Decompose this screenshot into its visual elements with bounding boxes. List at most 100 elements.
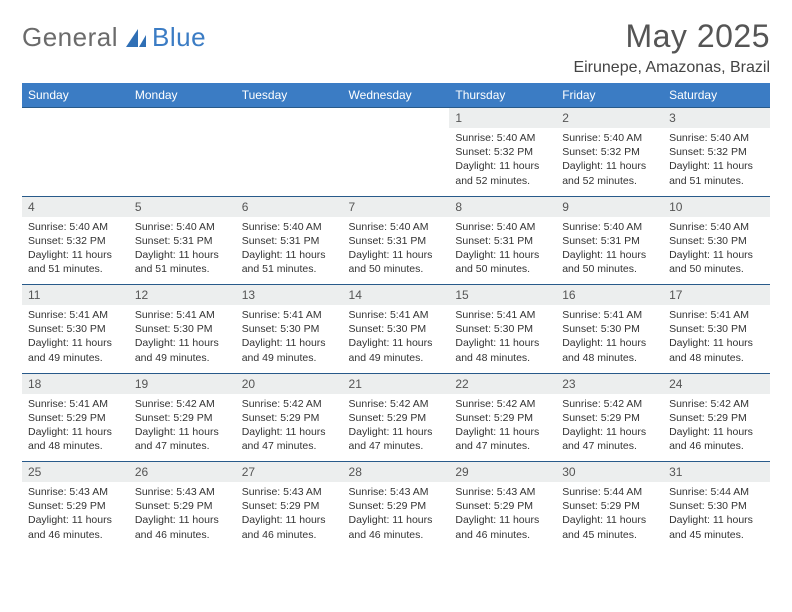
daylight-text: Daylight: 11 hours and 49 minutes. bbox=[242, 336, 337, 364]
day-details-cell: Sunrise: 5:41 AMSunset: 5:29 PMDaylight:… bbox=[22, 394, 129, 462]
daylight-text: Daylight: 11 hours and 50 minutes. bbox=[455, 248, 550, 276]
day-details-cell: Sunrise: 5:42 AMSunset: 5:29 PMDaylight:… bbox=[343, 394, 450, 462]
sunrise-text: Sunrise: 5:40 AM bbox=[349, 220, 444, 234]
day-number-cell: 12 bbox=[129, 285, 236, 306]
sunrise-text: Sunrise: 5:41 AM bbox=[455, 308, 550, 322]
day-number: 5 bbox=[135, 200, 142, 214]
sunrise-text: Sunrise: 5:42 AM bbox=[669, 397, 764, 411]
daylight-text: Daylight: 11 hours and 50 minutes. bbox=[562, 248, 657, 276]
sunrise-text: Sunrise: 5:40 AM bbox=[242, 220, 337, 234]
sunset-text: Sunset: 5:29 PM bbox=[28, 411, 123, 425]
day-number-cell: 30 bbox=[556, 462, 663, 483]
day-number-cell: 9 bbox=[556, 196, 663, 217]
sunrise-text: Sunrise: 5:40 AM bbox=[562, 220, 657, 234]
daynum-row: 123 bbox=[22, 108, 770, 129]
sunset-text: Sunset: 5:30 PM bbox=[349, 322, 444, 336]
day-number: 25 bbox=[28, 465, 41, 479]
daylight-text: Daylight: 11 hours and 49 minutes. bbox=[28, 336, 123, 364]
day-number: 11 bbox=[28, 288, 40, 302]
day-details-cell: Sunrise: 5:40 AMSunset: 5:30 PMDaylight:… bbox=[663, 217, 770, 285]
daylight-text: Daylight: 11 hours and 48 minutes. bbox=[455, 336, 550, 364]
day-number: 27 bbox=[242, 465, 255, 479]
brand-logo: General Blue bbox=[22, 18, 206, 53]
day-number-cell bbox=[22, 108, 129, 129]
day-number-cell: 6 bbox=[236, 196, 343, 217]
sunrise-text: Sunrise: 5:41 AM bbox=[135, 308, 230, 322]
day-number: 31 bbox=[669, 465, 682, 479]
day-number-cell: 5 bbox=[129, 196, 236, 217]
daylight-text: Daylight: 11 hours and 51 minutes. bbox=[242, 248, 337, 276]
weekday-header-row: Sunday Monday Tuesday Wednesday Thursday… bbox=[22, 83, 770, 108]
day-number: 17 bbox=[669, 288, 682, 302]
sunset-text: Sunset: 5:30 PM bbox=[562, 322, 657, 336]
day-number-cell: 25 bbox=[22, 462, 129, 483]
day-number: 12 bbox=[135, 288, 148, 302]
daylight-text: Daylight: 11 hours and 48 minutes. bbox=[28, 425, 123, 453]
sunset-text: Sunset: 5:29 PM bbox=[562, 499, 657, 513]
sunset-text: Sunset: 5:30 PM bbox=[135, 322, 230, 336]
weekday-header: Wednesday bbox=[343, 83, 450, 108]
sunrise-text: Sunrise: 5:43 AM bbox=[349, 485, 444, 499]
day-details-cell: Sunrise: 5:43 AMSunset: 5:29 PMDaylight:… bbox=[343, 482, 450, 550]
sunset-text: Sunset: 5:31 PM bbox=[455, 234, 550, 248]
daylight-text: Daylight: 11 hours and 48 minutes. bbox=[669, 336, 764, 364]
day-details-cell: Sunrise: 5:42 AMSunset: 5:29 PMDaylight:… bbox=[449, 394, 556, 462]
daylight-text: Daylight: 11 hours and 50 minutes. bbox=[669, 248, 764, 276]
sunset-text: Sunset: 5:29 PM bbox=[562, 411, 657, 425]
day-number: 28 bbox=[349, 465, 362, 479]
day-details-cell bbox=[22, 128, 129, 196]
sunset-text: Sunset: 5:32 PM bbox=[669, 145, 764, 159]
sunset-text: Sunset: 5:30 PM bbox=[669, 499, 764, 513]
sunrise-text: Sunrise: 5:40 AM bbox=[455, 220, 550, 234]
day-number-cell: 1 bbox=[449, 108, 556, 129]
day-number-cell: 11 bbox=[22, 285, 129, 306]
day-details-cell: Sunrise: 5:44 AMSunset: 5:29 PMDaylight:… bbox=[556, 482, 663, 550]
sunset-text: Sunset: 5:29 PM bbox=[349, 499, 444, 513]
sunrise-text: Sunrise: 5:42 AM bbox=[562, 397, 657, 411]
day-number: 9 bbox=[562, 200, 569, 214]
sunrise-text: Sunrise: 5:41 AM bbox=[669, 308, 764, 322]
day-details-cell: Sunrise: 5:43 AMSunset: 5:29 PMDaylight:… bbox=[22, 482, 129, 550]
daylight-text: Daylight: 11 hours and 46 minutes. bbox=[455, 513, 550, 541]
day-number-cell: 19 bbox=[129, 373, 236, 394]
daylight-text: Daylight: 11 hours and 47 minutes. bbox=[135, 425, 230, 453]
brand-word-1: General bbox=[22, 22, 118, 53]
day-number-cell: 26 bbox=[129, 462, 236, 483]
day-number-cell bbox=[236, 108, 343, 129]
sunrise-text: Sunrise: 5:44 AM bbox=[562, 485, 657, 499]
day-details-cell bbox=[129, 128, 236, 196]
sunrise-text: Sunrise: 5:44 AM bbox=[669, 485, 764, 499]
header-bar: General Blue May 2025 Eirunepe, Amazonas… bbox=[22, 18, 770, 77]
day-details-cell: Sunrise: 5:40 AMSunset: 5:31 PMDaylight:… bbox=[236, 217, 343, 285]
day-number-cell: 4 bbox=[22, 196, 129, 217]
sunrise-text: Sunrise: 5:40 AM bbox=[669, 131, 764, 145]
day-number: 13 bbox=[242, 288, 255, 302]
day-number-cell: 24 bbox=[663, 373, 770, 394]
sunset-text: Sunset: 5:31 PM bbox=[562, 234, 657, 248]
day-details-cell: Sunrise: 5:40 AMSunset: 5:32 PMDaylight:… bbox=[449, 128, 556, 196]
day-details-cell: Sunrise: 5:41 AMSunset: 5:30 PMDaylight:… bbox=[22, 305, 129, 373]
title-block: May 2025 Eirunepe, Amazonas, Brazil bbox=[573, 18, 770, 77]
daylight-text: Daylight: 11 hours and 52 minutes. bbox=[562, 159, 657, 187]
sunset-text: Sunset: 5:29 PM bbox=[28, 499, 123, 513]
daynum-row: 18192021222324 bbox=[22, 373, 770, 394]
daylight-text: Daylight: 11 hours and 47 minutes. bbox=[455, 425, 550, 453]
daylight-text: Daylight: 11 hours and 49 minutes. bbox=[349, 336, 444, 364]
daylight-text: Daylight: 11 hours and 47 minutes. bbox=[349, 425, 444, 453]
day-number: 16 bbox=[562, 288, 575, 302]
brand-word-2: Blue bbox=[152, 22, 206, 53]
day-details-cell bbox=[343, 128, 450, 196]
details-row: Sunrise: 5:41 AMSunset: 5:29 PMDaylight:… bbox=[22, 394, 770, 462]
day-details-cell: Sunrise: 5:43 AMSunset: 5:29 PMDaylight:… bbox=[129, 482, 236, 550]
daylight-text: Daylight: 11 hours and 45 minutes. bbox=[562, 513, 657, 541]
sunrise-text: Sunrise: 5:40 AM bbox=[135, 220, 230, 234]
sunset-text: Sunset: 5:29 PM bbox=[455, 499, 550, 513]
day-number-cell: 31 bbox=[663, 462, 770, 483]
day-number-cell: 2 bbox=[556, 108, 663, 129]
sail-icon bbox=[124, 27, 148, 49]
weekday-header: Saturday bbox=[663, 83, 770, 108]
day-number: 29 bbox=[455, 465, 468, 479]
sunrise-text: Sunrise: 5:41 AM bbox=[349, 308, 444, 322]
sunrise-text: Sunrise: 5:42 AM bbox=[135, 397, 230, 411]
sunset-text: Sunset: 5:29 PM bbox=[135, 499, 230, 513]
